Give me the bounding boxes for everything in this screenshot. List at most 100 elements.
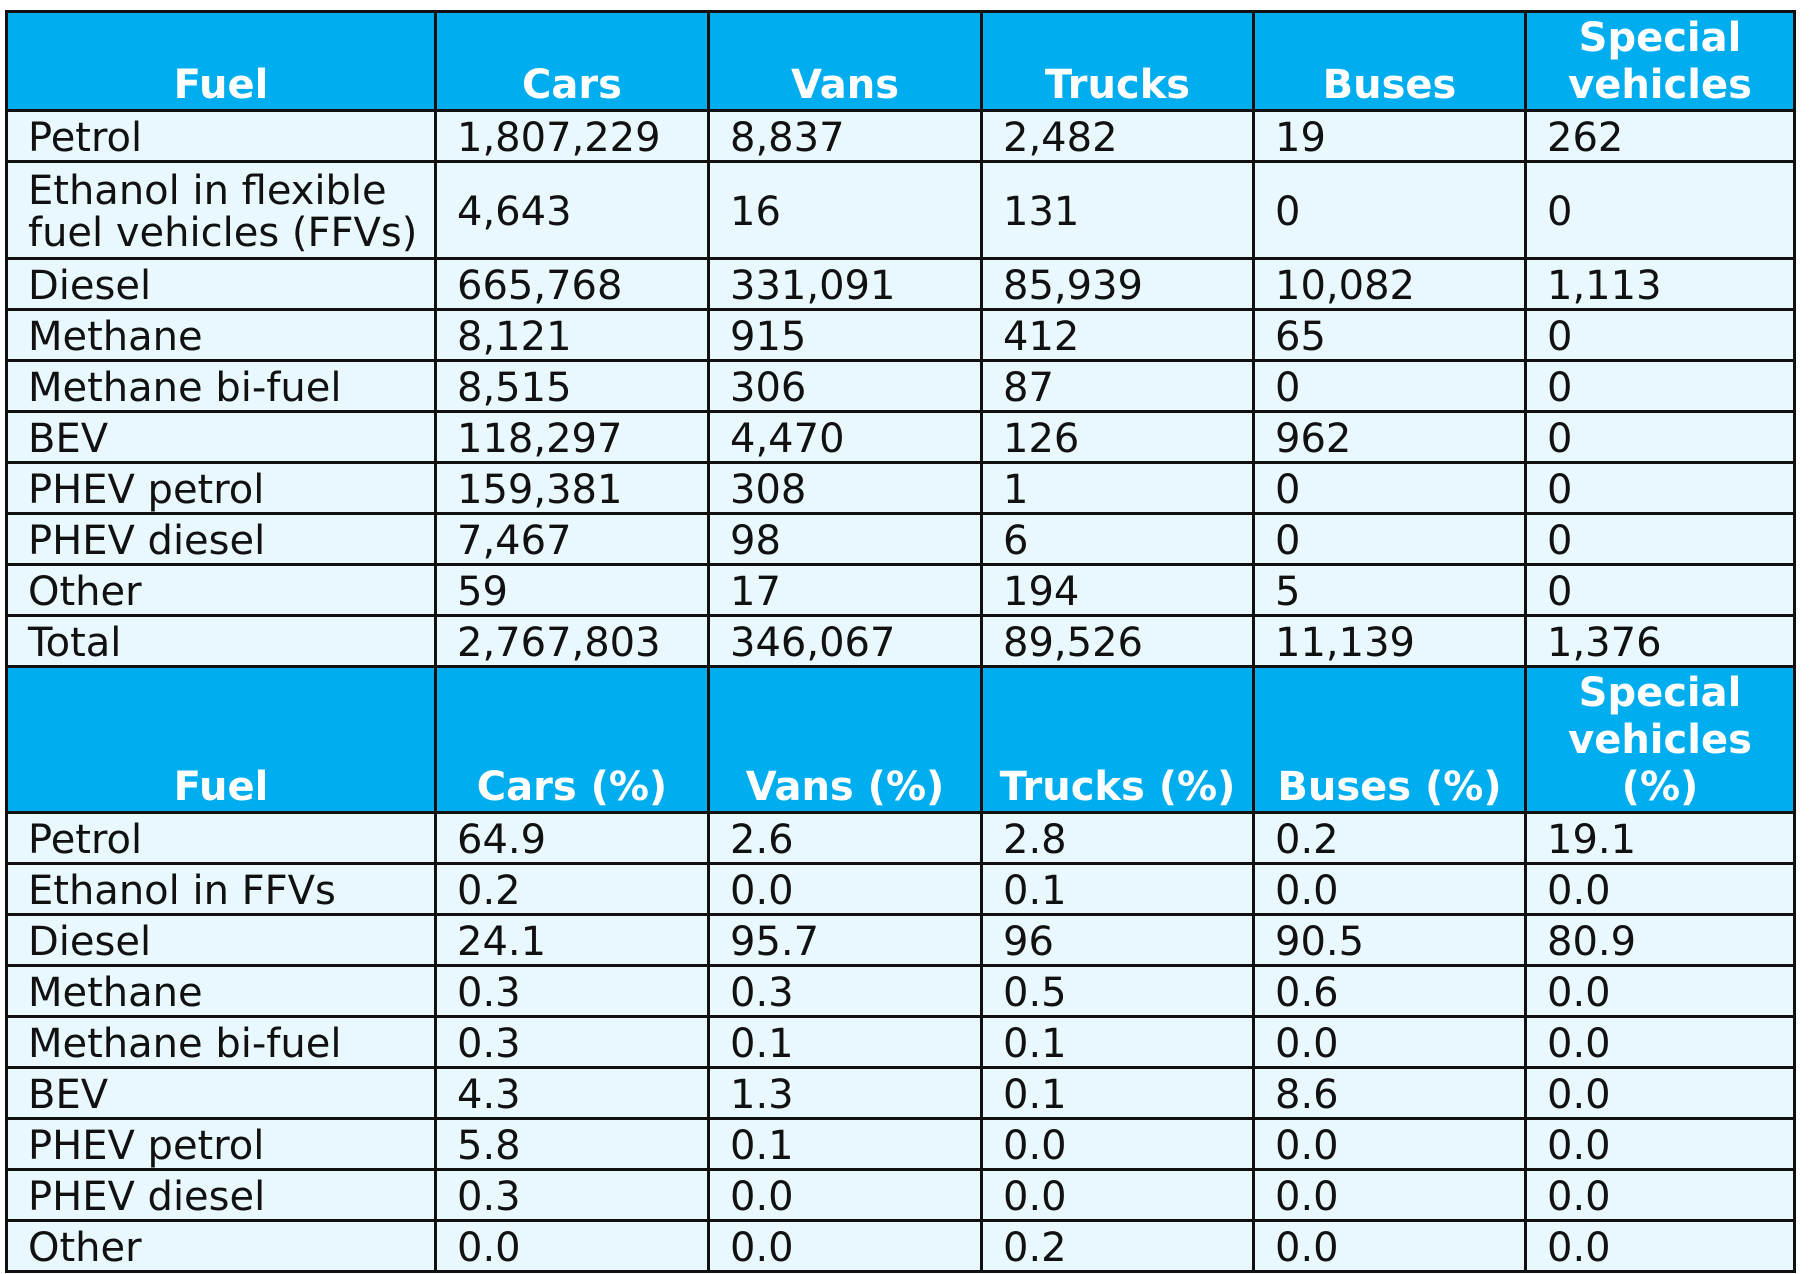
table-row: Other 59 17 194 5 0 (5, 563, 1796, 617)
table-row: Methane 0.3 0.3 0.5 0.6 0.0 (5, 964, 1796, 1018)
table-row: Methane bi-fuel 8,515 306 87 0 0 (5, 359, 1796, 413)
value-cell-buses: 10,082 (1252, 257, 1527, 311)
header-special-vehicles: Special vehicles (1524, 10, 1796, 112)
value-cell-vans: 0.3 (707, 964, 983, 1018)
table-row: Total 2,767,803 346,067 89,526 11,139 1,376 (5, 614, 1796, 668)
value-cell-buses: 65 (1252, 308, 1527, 362)
value-cell-vans: 17 (707, 563, 983, 617)
header-trucks: Trucks (980, 10, 1255, 112)
value-cell-vans: 95.7 (707, 913, 983, 967)
value-cell-buses: 19 (1252, 109, 1527, 163)
value-cell-vans: 2.6 (707, 811, 983, 865)
value-cell-vans: 308 (707, 461, 983, 515)
value-cell-special-vehicles: 0.0 (1524, 1219, 1796, 1273)
row-label-cell: Other (5, 1219, 437, 1273)
row-label-cell: Methane (5, 964, 437, 1018)
header-buses: Buses (%) (1252, 665, 1527, 814)
value-cell-trucks: 87 (980, 359, 1255, 413)
row-label-cell: Petrol (5, 109, 437, 163)
value-cell-vans: 4,470 (707, 410, 983, 464)
value-cell-vans: 0.0 (707, 1219, 983, 1273)
value-cell-vans: 8,837 (707, 109, 983, 163)
value-cell-vans: 915 (707, 308, 983, 362)
value-cell-trucks: 89,526 (980, 614, 1255, 668)
value-cell-buses: 0 (1252, 461, 1527, 515)
row-label-cell: PHEV diesel (5, 512, 437, 566)
row-label-cell: Other (5, 563, 437, 617)
value-cell-vans: 0.1 (707, 1117, 983, 1171)
value-cell-trucks: 0.1 (980, 1015, 1255, 1069)
value-cell-cars: 0.3 (434, 1015, 710, 1069)
value-cell-trucks: 2,482 (980, 109, 1255, 163)
row-label-cell: Ethanol in flexible fuel vehicles (FFVs) (5, 160, 437, 260)
value-cell-trucks: 0.1 (980, 1066, 1255, 1120)
value-cell-special-vehicles: 0 (1524, 160, 1796, 260)
value-cell-cars: 4.3 (434, 1066, 710, 1120)
row-label-cell: Diesel (5, 913, 437, 967)
value-cell-cars: 0.2 (434, 862, 710, 916)
table-row: BEV 118,297 4,470 126 962 0 (5, 410, 1796, 464)
value-cell-cars: 24.1 (434, 913, 710, 967)
row-label-cell: BEV (5, 1066, 437, 1120)
table-row: Petrol 1,807,229 8,837 2,482 19 262 (5, 109, 1796, 163)
value-cell-vans: 16 (707, 160, 983, 260)
table-row: PHEV petrol 5.8 0.1 0.0 0.0 0.0 (5, 1117, 1796, 1171)
value-cell-cars: 0.3 (434, 1168, 710, 1222)
value-cell-cars: 0.3 (434, 964, 710, 1018)
value-cell-vans: 346,067 (707, 614, 983, 668)
value-cell-buses: 0.0 (1252, 1219, 1527, 1273)
header-fuel: Fuel (5, 665, 437, 814)
value-cell-buses: 0.0 (1252, 862, 1527, 916)
table-row: BEV 4.3 1.3 0.1 8.6 0.0 (5, 1066, 1796, 1120)
value-cell-trucks: 0.1 (980, 862, 1255, 916)
header-vans: Vans (707, 10, 983, 112)
row-label-cell: Petrol (5, 811, 437, 865)
value-cell-buses: 0.0 (1252, 1117, 1527, 1171)
table-row: Ethanol in FFVs 0.2 0.0 0.1 0.0 0.0 (5, 862, 1796, 916)
value-cell-special-vehicles: 0.0 (1524, 964, 1796, 1018)
table-row: PHEV petrol 159,381 308 1 0 0 (5, 461, 1796, 515)
value-cell-buses: 0.0 (1252, 1015, 1527, 1069)
table-row: Ethanol in flexible fuel vehicles (FFVs)… (5, 160, 1796, 260)
table-row: Petrol 64.9 2.6 2.8 0.2 19.1 (5, 811, 1796, 865)
value-cell-trucks: 412 (980, 308, 1255, 362)
value-cell-trucks: 131 (980, 160, 1255, 260)
row-label-cell: PHEV petrol (5, 461, 437, 515)
table-row: PHEV diesel 7,467 98 6 0 0 (5, 512, 1796, 566)
value-cell-buses: 5 (1252, 563, 1527, 617)
value-cell-trucks: 1 (980, 461, 1255, 515)
value-cell-cars: 4,643 (434, 160, 710, 260)
row-label-cell: Methane bi-fuel (5, 359, 437, 413)
value-cell-buses: 8.6 (1252, 1066, 1527, 1120)
value-cell-vans: 0.1 (707, 1015, 983, 1069)
value-cell-cars: 1,807,229 (434, 109, 710, 163)
value-cell-vans: 1.3 (707, 1066, 983, 1120)
value-cell-trucks: 0.0 (980, 1168, 1255, 1222)
value-cell-cars: 5.8 (434, 1117, 710, 1171)
value-cell-special-vehicles: 0 (1524, 308, 1796, 362)
value-cell-cars: 2,767,803 (434, 614, 710, 668)
value-cell-trucks: 96 (980, 913, 1255, 967)
value-cell-special-vehicles: 0 (1524, 359, 1796, 413)
header-vans: Vans (%) (707, 665, 983, 814)
value-cell-cars: 0.0 (434, 1219, 710, 1273)
header-trucks: Trucks (%) (980, 665, 1255, 814)
value-cell-cars: 64.9 (434, 811, 710, 865)
value-cell-vans: 0.0 (707, 1168, 983, 1222)
value-cell-special-vehicles: 0 (1524, 512, 1796, 566)
fuel-vehicle-table-body: Fuel Cars Vans Trucks Buses Special vehicles P… (5, 10, 1796, 1273)
header-buses: Buses (1252, 10, 1527, 112)
table-row: Methane bi-fuel 0.3 0.1 0.1 0.0 0.0 (5, 1015, 1796, 1069)
table-row: Diesel 24.1 95.7 96 90.5 80.9 (5, 913, 1796, 967)
value-cell-trucks: 0.0 (980, 1117, 1255, 1171)
row-label-cell: Ethanol in FFVs (5, 862, 437, 916)
value-cell-special-vehicles: 0.0 (1524, 862, 1796, 916)
value-cell-buses: 0.0 (1252, 1168, 1527, 1222)
value-cell-cars: 118,297 (434, 410, 710, 464)
table-row: Diesel 665,768 331,091 85,939 10,082 1,113 (5, 257, 1796, 311)
value-cell-buses: 0 (1252, 359, 1527, 413)
fuel-vehicle-table: Fuel Cars Vans Trucks Buses Special vehicles P… (5, 10, 1796, 1273)
value-cell-cars: 59 (434, 563, 710, 617)
value-cell-vans: 306 (707, 359, 983, 413)
value-cell-cars: 8,515 (434, 359, 710, 413)
